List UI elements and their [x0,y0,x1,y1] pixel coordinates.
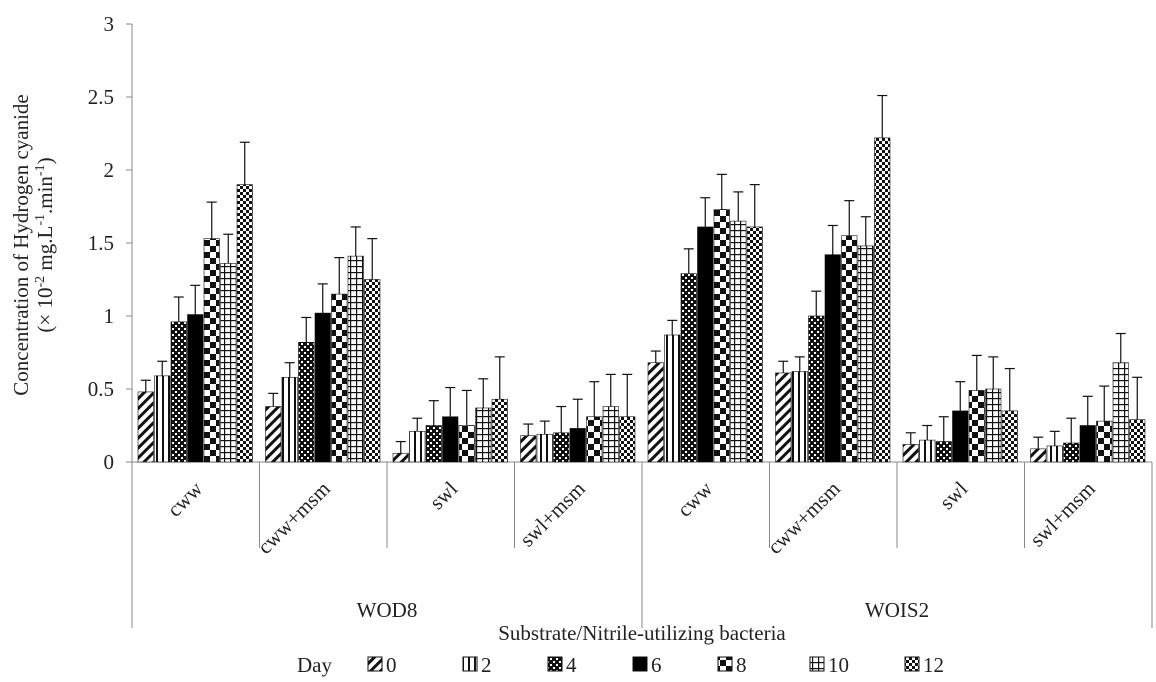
bar-day-12 [619,416,636,463]
y-tick-label: 0.5 [88,377,114,401]
x-category-label: cww+msm [763,477,845,559]
bar-day-2 [791,371,808,463]
bar-series-group [137,137,1146,463]
bar-day-10 [220,263,237,463]
bar-day-8 [331,293,348,463]
bar-day-6 [442,416,459,463]
bar-day-12 [236,184,253,463]
legend-label-day-6: 6 [651,653,662,677]
bar-day-2 [919,439,936,463]
bar-day-8 [841,235,858,463]
bar-day-10 [730,220,747,463]
y-axis-title-line2: (× 10-2 mg.L-1.min-1) [33,157,57,332]
bar-day-6 [187,314,204,463]
legend-swatch-day-4 [547,656,563,672]
bar-day-8 [713,209,730,463]
bar-day-6 [569,428,586,463]
legend-label-day-12: 12 [923,653,944,677]
bar-day-10 [347,255,364,463]
bar-day-2 [536,433,553,463]
y-tick-label: 1 [104,304,115,328]
bar-day-8 [1096,420,1113,463]
x-category-label: cww [162,476,208,522]
legend-swatch-day-12 [904,656,920,672]
bar-day-10 [475,407,492,463]
y-axis: 0 0.5 1 1.5 2 2.5 3 [88,12,133,474]
bar-day-2 [409,431,426,463]
bar-day-2 [281,377,298,463]
x-group-label: WOIS2 [865,598,929,622]
bar-day-8 [586,416,603,463]
legend-swatch-day-8 [717,656,733,672]
bar-day-0 [137,391,154,463]
x-category-label: cww+msm [253,477,335,559]
bar-day-2 [154,375,171,463]
bar-day-4 [425,425,442,463]
legend-title: Day [297,653,332,677]
bar-day-6 [1079,425,1096,463]
bar-day-4 [808,315,825,463]
error-bar-group [140,94,1143,454]
x-category-label: cww [672,476,718,522]
bar-day-12 [1001,410,1018,463]
bar-day-0 [647,362,664,463]
bar-day-6 [824,254,841,463]
legend-label-day-0: 0 [386,653,397,677]
y-axis-title: Concentration of Hydrogen cyanide (× 10-… [9,94,57,396]
bar-day-0 [902,444,919,463]
bar-day-0 [265,406,282,463]
bar-day-0 [775,372,792,463]
bar-day-10 [857,245,874,463]
bar-day-4 [553,432,570,463]
legend-swatch-day-2 [462,656,478,672]
bar-day-12 [874,137,891,463]
bar-day-8 [968,390,985,463]
bar-day-2 [664,334,681,463]
y-tick-label: 0 [104,450,115,474]
x-category-label: swl+msm [1025,477,1100,552]
bar-day-12 [491,398,508,463]
bar-day-6 [314,312,331,463]
y-tick-label: 3 [104,12,115,36]
bar-day-4 [1063,442,1080,463]
bar-day-6 [952,410,969,463]
bar-day-4 [298,341,315,463]
y-axis-title-line1: Concentration of Hydrogen cyanide [9,94,33,396]
bar-day-4 [170,321,187,463]
bar-day-8 [458,425,475,463]
legend-swatch-day-6 [632,656,648,672]
x-group-label: WOD8 [357,598,418,622]
bar-day-12 [746,226,763,463]
x-axis: cww cww+msm swl swl+msm cww cww+msm swl swl+msm… [131,461,1153,628]
bar-day-12 [364,279,381,463]
legend-label-day-10: 10 [828,653,849,677]
legend-swatch-day-10 [809,656,825,672]
legend: Day 0 2 4 6 8 10 12 [297,653,944,677]
legend-swatch-day-0 [367,656,383,672]
bar-day-0 [520,435,537,463]
bar-day-12 [1129,419,1146,463]
legend-label-day-8: 8 [736,653,747,677]
bar-day-4 [935,441,952,463]
y-tick-label: 1.5 [88,231,114,255]
legend-label-day-4: 4 [566,653,577,677]
bar-day-2 [1046,445,1063,463]
x-category-label: swl [425,476,463,514]
bar-day-0 [392,452,409,463]
bar-day-10 [985,388,1002,463]
y-tick-label: 2 [104,158,115,182]
bar-day-8 [203,238,220,463]
y-tick-label: 2.5 [88,85,114,109]
x-axis-title: Substrate/Nitrile-utilizing bacteria [498,621,786,645]
bar-day-10 [602,406,619,463]
bar-day-4 [680,273,697,463]
bar-day-0 [1030,448,1047,463]
bar-day-6 [697,226,714,463]
bar-day-10 [1112,362,1129,463]
x-category-label: swl+msm [515,477,590,552]
legend-label-day-2: 2 [481,653,492,677]
x-category-label: swl [935,476,973,514]
